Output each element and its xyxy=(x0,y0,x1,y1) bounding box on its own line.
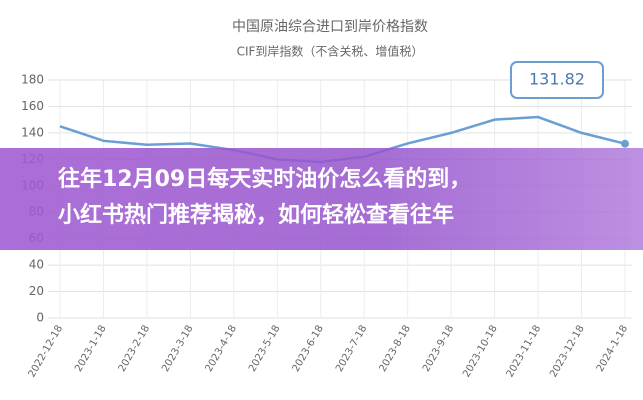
y-tick-label: 160 xyxy=(21,99,44,113)
chart-title: 中国原油综合进口到岸价格指数 xyxy=(232,19,428,35)
x-tick-label: 2023-8-18 xyxy=(377,324,412,374)
x-tick-label: 2023-11-18 xyxy=(505,324,544,380)
x-tick-label: 2023-7-18 xyxy=(334,324,369,374)
x-tick-label: 2024-1-18 xyxy=(595,324,630,374)
x-tick-label: 2023-9-18 xyxy=(421,324,456,374)
x-tick-label: 2023-5-18 xyxy=(247,324,282,374)
banner-line: 往年12月09日每天实时油价怎么看的到， xyxy=(58,167,472,192)
banner-line: 小红书热门推荐揭秘，如何轻松查看往年 xyxy=(58,203,455,228)
y-tick-label: 140 xyxy=(21,125,44,139)
x-tick-label: 2022-12-18 xyxy=(27,324,66,380)
annotation-box xyxy=(510,61,604,99)
x-tick-label: 2023-10-18 xyxy=(461,323,500,379)
y-tick-label: 40 xyxy=(29,258,44,272)
x-tick-label: 2023-3-18 xyxy=(160,324,195,374)
x-tick-label: 2023-6-18 xyxy=(291,324,326,374)
banner: 往年12月09日每天实时油价怎么看的到， 小红书热门推荐揭秘，如何轻松查看往年 xyxy=(0,148,643,250)
y-tick-label: 0 xyxy=(36,311,44,325)
annotation: 131.82 xyxy=(529,70,585,89)
y-tick-label: 180 xyxy=(21,73,44,87)
end-point xyxy=(621,139,629,148)
chart-subtitle: CIF到岸指数（不含关税、增值税） xyxy=(237,44,424,59)
x-tick-label: 2023-4-18 xyxy=(204,324,239,374)
x-tick-label: 2023-2-18 xyxy=(117,324,152,374)
x-tick-label: 2023-12-18 xyxy=(548,324,587,380)
y-tick-label: 20 xyxy=(29,284,44,298)
x-tick-label: 2023-1-18 xyxy=(73,324,108,374)
